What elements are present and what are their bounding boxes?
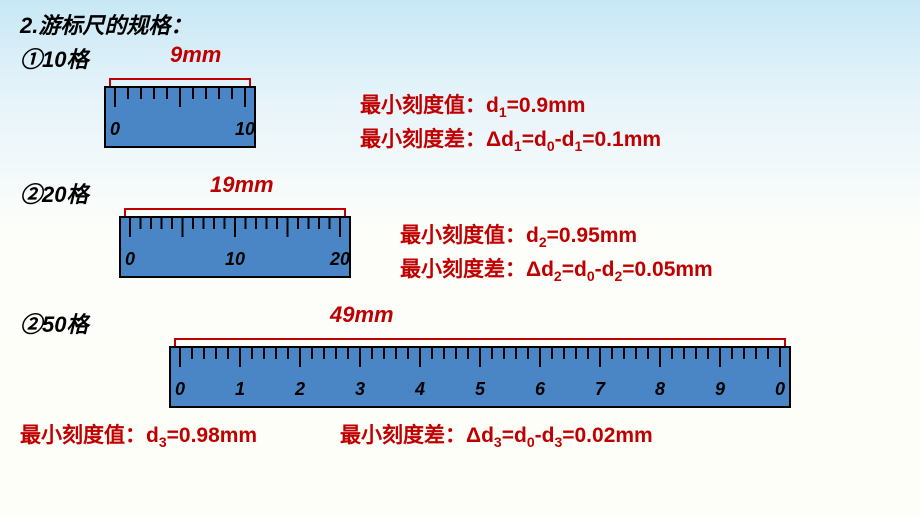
formula-value: 最小刻度值：d2=0.95mm	[400, 219, 637, 250]
ruler-svg: 0 1 2 3 4 5 6 7 8 9 0	[20, 297, 810, 412]
formula-value: 最小刻度值：d3=0.98mm	[20, 419, 257, 450]
main-title: 2.游标尺的规格：	[20, 8, 900, 40]
ruler-svg: 0 10 20	[20, 167, 370, 282]
svg-text:5: 5	[475, 379, 486, 399]
formula-diff: 最小刻度差：Δd1=d0-d1=0.1mm	[360, 123, 661, 154]
svg-text:0: 0	[125, 249, 135, 269]
svg-text:2: 2	[294, 379, 305, 399]
svg-text:6: 6	[535, 379, 546, 399]
svg-text:4: 4	[414, 379, 425, 399]
formula-diff: 最小刻度差：Δd3=d0-d3=0.02mm	[340, 419, 653, 450]
svg-text:8: 8	[655, 379, 665, 399]
svg-text:7: 7	[595, 379, 606, 399]
formula-diff: 最小刻度差：Δd2=d0-d2=0.05mm	[400, 253, 713, 284]
formula-value: 最小刻度值：d1=0.9mm	[360, 89, 585, 120]
svg-text:0: 0	[175, 379, 185, 399]
svg-text:0: 0	[775, 379, 785, 399]
svg-text:9: 9	[715, 379, 725, 399]
vernier-section-2: ②50格49mm01234567890最小刻度值：d3=0.98mm最小刻度差：…	[20, 297, 900, 477]
svg-text:1: 1	[235, 379, 245, 399]
vernier-section-0: ①10格9mm010最小刻度值：d1=0.9mm最小刻度差：Δd1=d0-d1=…	[20, 42, 900, 157]
svg-text:3: 3	[355, 379, 365, 399]
svg-text:10: 10	[235, 119, 255, 139]
svg-text:10: 10	[225, 249, 245, 269]
vernier-section-1: ②20格19mm01020最小刻度值：d2=0.95mm最小刻度差：Δd2=d0…	[20, 167, 900, 287]
ruler-svg: 0 10	[20, 42, 275, 152]
svg-text:0: 0	[110, 119, 120, 139]
svg-text:20: 20	[329, 249, 350, 269]
